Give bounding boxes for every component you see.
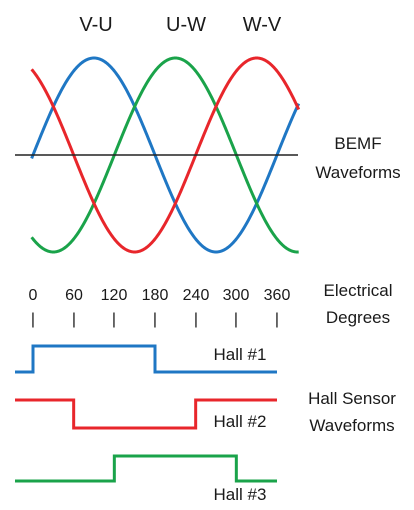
bemf-wave-w-v bbox=[30, 56, 301, 254]
degree-tick-label: 0 bbox=[29, 287, 38, 304]
hall-3-waveform bbox=[15, 454, 277, 483]
degree-tick-label: 120 bbox=[101, 287, 128, 304]
hall-sensor-label-line1: Hall Sensor bbox=[308, 389, 396, 408]
degree-tick-marks: | | | | | | | bbox=[31, 311, 279, 328]
degree-tick-label: 360 bbox=[264, 287, 291, 304]
electrical-degrees-line1: Electrical bbox=[324, 281, 393, 300]
phase-label-v-u: V-U bbox=[79, 14, 112, 36]
hall-3-label: Hall #3 bbox=[214, 485, 267, 504]
bemf-label-line2: Waveforms bbox=[315, 163, 400, 182]
degree-tick-label: 300 bbox=[223, 287, 250, 304]
degree-tick-label: 180 bbox=[142, 287, 169, 304]
hall-1-waveform bbox=[15, 344, 277, 374]
degree-tick-mark: | bbox=[72, 311, 76, 328]
hall-1-label: Hall #1 bbox=[214, 345, 267, 364]
hall-2-waveform bbox=[15, 398, 277, 430]
degree-tick-label: 60 bbox=[65, 287, 83, 304]
degree-tick-mark: | bbox=[112, 311, 116, 328]
degree-tick-mark: | bbox=[194, 311, 198, 328]
degree-tick-labels: 0 60 120 180 240 300 360 bbox=[29, 287, 291, 304]
electrical-degrees-line2: Degrees bbox=[326, 308, 390, 327]
phase-label-w-v: W-V bbox=[243, 14, 282, 36]
bemf-wave-u-w bbox=[30, 56, 299, 254]
degree-tick-mark: | bbox=[234, 311, 238, 328]
degree-tick-mark: | bbox=[153, 311, 157, 328]
bemf-wave-v-u bbox=[30, 56, 301, 254]
degree-tick-mark: | bbox=[31, 311, 35, 328]
phase-label-u-w: U-W bbox=[166, 14, 206, 36]
degree-tick-mark: | bbox=[275, 311, 279, 328]
bemf-waveforms bbox=[30, 56, 301, 254]
bemf-label-line1: BEMF bbox=[334, 134, 381, 153]
hall-waveforms bbox=[15, 344, 277, 483]
hall-2-label: Hall #2 bbox=[214, 412, 267, 431]
degree-tick-label: 240 bbox=[183, 287, 210, 304]
hall-sensor-label-line2: Waveforms bbox=[309, 416, 394, 435]
